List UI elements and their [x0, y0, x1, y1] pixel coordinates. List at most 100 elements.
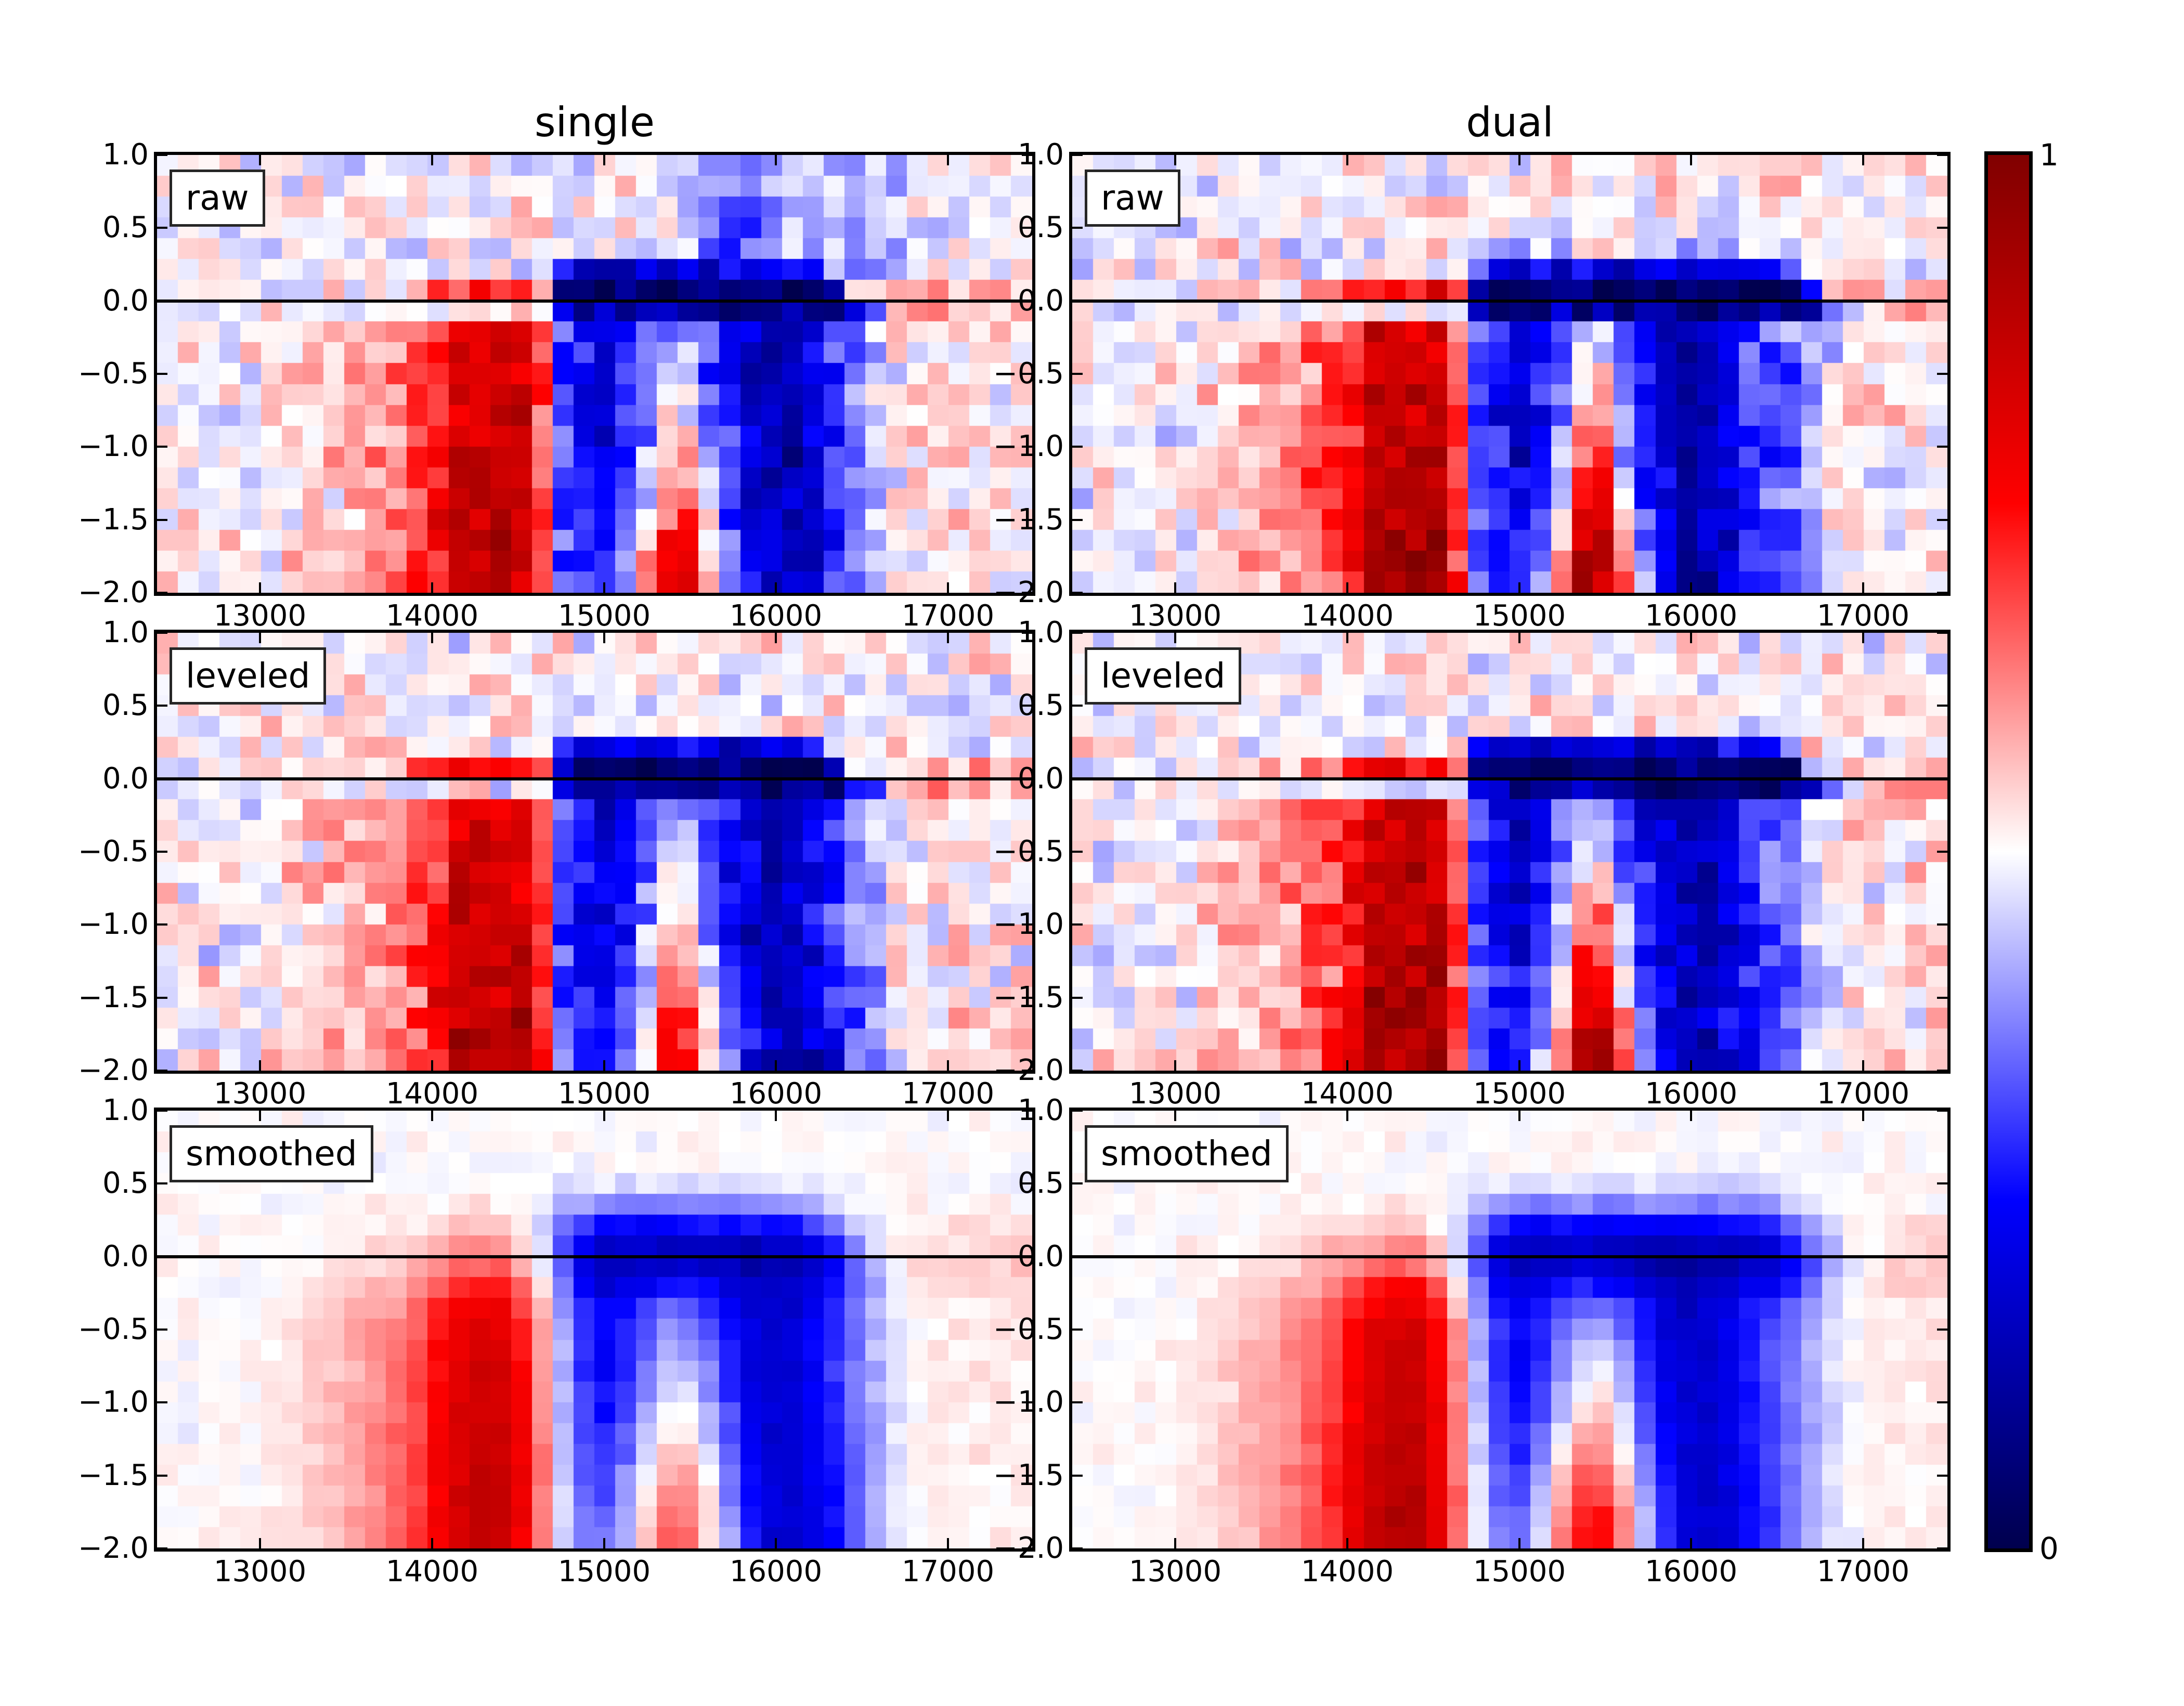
- y-tick-mark: [1022, 1401, 1032, 1403]
- y-tick-label: −1.0: [78, 429, 149, 463]
- x-tick-mark: [603, 1538, 605, 1548]
- x-tick-label: 17000: [1816, 1077, 1910, 1111]
- zero-reference-line: [157, 299, 1032, 303]
- x-tick-label: 13000: [213, 1077, 307, 1111]
- x-tick-mark: [947, 155, 949, 165]
- x-tick-label: 16000: [729, 599, 823, 633]
- y-tick-label: 1.0: [102, 616, 149, 649]
- x-tick-mark: [1518, 633, 1520, 643]
- y-tick-mark: [1937, 1256, 1947, 1258]
- y-tick-mark: [157, 1329, 167, 1331]
- y-tick-label: −2.0: [78, 1531, 149, 1565]
- y-tick-label: −0.5: [78, 357, 149, 390]
- y-tick-mark: [1022, 923, 1032, 926]
- y-tick-label: −2.0: [78, 1053, 149, 1087]
- x-tick-label: 15000: [557, 1555, 651, 1588]
- y-tick-mark: [1937, 1475, 1947, 1477]
- x-tick-mark: [947, 1111, 949, 1121]
- y-tick-mark: [1072, 300, 1083, 302]
- y-tick-label: −1.0: [78, 1385, 149, 1419]
- y-tick-label: −1.0: [993, 907, 1064, 941]
- y-tick-mark: [1937, 1547, 1947, 1549]
- x-tick-mark: [947, 1538, 949, 1548]
- y-tick-mark: [1022, 1070, 1032, 1072]
- panel-label-box: leveled: [170, 647, 327, 705]
- x-tick-mark: [1518, 155, 1520, 165]
- x-tick-label: 14000: [385, 1555, 479, 1588]
- y-tick-label: 0.5: [102, 1166, 149, 1200]
- zero-reference-line: [157, 1255, 1032, 1258]
- y-tick-label: −1.5: [78, 1458, 149, 1492]
- x-tick-mark: [603, 582, 605, 593]
- y-tick-mark: [1072, 1547, 1083, 1549]
- y-tick-mark: [1072, 227, 1083, 229]
- x-tick-label: 16000: [1644, 1077, 1738, 1111]
- x-tick-label: 15000: [1473, 599, 1566, 633]
- x-tick-label: 15000: [557, 599, 651, 633]
- colorbar: [1984, 151, 2033, 1552]
- zero-reference-line: [1072, 299, 1947, 303]
- x-tick-mark: [1174, 582, 1176, 593]
- heatmap-panel-dual-smoothed: smoothed 13000 14000 15000 16000 17000 1.0 0.5 0…: [993, 1093, 1951, 1588]
- y-tick-mark: [1022, 519, 1032, 521]
- y-tick-mark: [1937, 300, 1947, 302]
- x-tick-mark: [1862, 155, 1864, 165]
- x-tick-mark: [259, 155, 261, 165]
- y-tick-label: 1.0: [102, 1093, 149, 1127]
- column-title-dual: dual: [1466, 99, 1554, 146]
- heatmap-panel-dual-leveled: leveled 13000 14000 15000 16000 17000 1.0 0.5 0.…: [993, 616, 1951, 1110]
- y-tick-mark: [1937, 778, 1947, 780]
- panel-label: raw: [1101, 178, 1164, 218]
- y-tick-mark: [1937, 154, 1947, 156]
- y-tick-mark: [1022, 997, 1032, 999]
- zero-reference-line: [1072, 1255, 1947, 1258]
- panel-label: raw: [186, 178, 249, 218]
- panel-label: smoothed: [1101, 1134, 1272, 1174]
- x-tick-mark: [775, 1538, 777, 1548]
- x-tick-mark: [947, 633, 949, 643]
- x-tick-mark: [1518, 1111, 1520, 1121]
- y-tick-mark: [1022, 1256, 1032, 1258]
- y-tick-label: 0.5: [1017, 211, 1064, 244]
- y-tick-mark: [1937, 1182, 1947, 1184]
- x-tick-mark: [775, 1060, 777, 1071]
- y-tick-mark: [157, 1256, 167, 1258]
- x-tick-mark: [1346, 633, 1348, 643]
- panel-label: leveled: [1101, 656, 1226, 696]
- x-tick-label: 17000: [901, 1555, 995, 1588]
- y-tick-label: −2.0: [78, 576, 149, 609]
- y-tick-mark: [1022, 1475, 1032, 1477]
- y-tick-mark: [157, 1475, 167, 1477]
- y-tick-mark: [1022, 1329, 1032, 1331]
- x-tick-mark: [1862, 633, 1864, 643]
- x-tick-mark: [947, 1060, 949, 1071]
- y-tick-mark: [157, 154, 167, 156]
- y-tick-label: −0.5: [993, 1312, 1064, 1346]
- y-tick-mark: [1022, 1182, 1032, 1184]
- x-tick-mark: [1690, 633, 1692, 643]
- y-tick-mark: [157, 446, 167, 448]
- y-tick-mark: [157, 373, 167, 375]
- x-tick-label: 17000: [1816, 599, 1910, 633]
- x-tick-mark: [259, 1060, 261, 1071]
- x-tick-mark: [1862, 1111, 1864, 1121]
- x-tick-mark: [1346, 1538, 1348, 1548]
- x-tick-label: 13000: [1128, 1555, 1222, 1588]
- heatmap-panel-dual-raw: raw 13000 14000 15000 16000 17000 1.0 0.5 0.0 −0.…: [993, 138, 1951, 632]
- x-tick-mark: [775, 1111, 777, 1121]
- x-tick-label: 14000: [385, 599, 479, 633]
- y-tick-mark: [1022, 632, 1032, 634]
- x-tick-mark: [603, 1060, 605, 1071]
- x-tick-label: 13000: [1128, 599, 1222, 633]
- y-tick-mark: [1937, 705, 1947, 707]
- y-tick-label: −1.5: [78, 503, 149, 537]
- y-tick-mark: [157, 1547, 167, 1549]
- y-tick-mark: [1022, 592, 1032, 594]
- panel-label-box: smoothed: [170, 1125, 373, 1182]
- y-tick-label: −0.5: [78, 835, 149, 868]
- x-tick-mark: [1518, 1538, 1520, 1548]
- x-tick-mark: [1346, 582, 1348, 593]
- x-tick-mark: [1862, 1060, 1864, 1071]
- x-tick-mark: [1174, 1060, 1176, 1071]
